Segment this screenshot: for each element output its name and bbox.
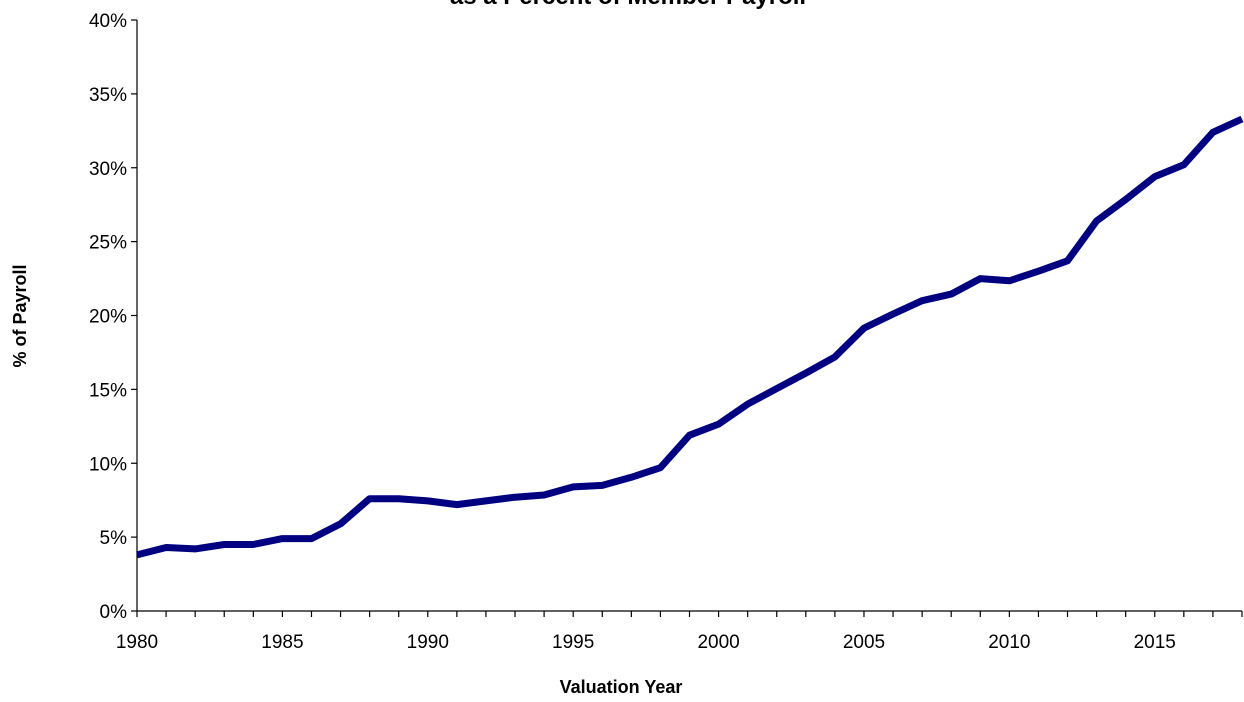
x-tick-label: 1980: [116, 632, 158, 653]
x-tick-label: 1995: [552, 632, 594, 653]
x-tick-label: 2000: [697, 632, 739, 653]
y-tick-label: 30%: [89, 159, 127, 180]
y-axis-title: % of Payroll: [10, 264, 30, 367]
y-tick-label: 15%: [89, 380, 127, 401]
y-axis-ticks: 0% 5% 10% 15% 20% 25% 30% 35% 40%: [89, 11, 137, 623]
y-tick-label: 25%: [89, 233, 127, 254]
y-tick-label: 10%: [89, 454, 127, 475]
y-tick-label: 40%: [89, 11, 127, 32]
y-tick-label: 0%: [100, 602, 128, 623]
x-tick-label: 2015: [1134, 632, 1176, 653]
chart-title: as a Percent of Member Payroll: [450, 0, 806, 10]
x-tick-label: 1990: [407, 632, 449, 653]
y-tick-label: 5%: [100, 528, 128, 549]
x-axis-ticks: 1980 1985 1990 1995 2000 2005 2010 2015: [116, 611, 1243, 653]
x-axis-title: Valuation Year: [560, 677, 683, 697]
x-tick-label: 1985: [261, 632, 303, 653]
x-tick-label: 2010: [988, 632, 1030, 653]
series-line: [136, 115, 1244, 559]
y-tick-label: 20%: [89, 307, 127, 328]
x-tick-label: 2005: [843, 632, 885, 653]
y-tick-label: 35%: [89, 85, 127, 106]
